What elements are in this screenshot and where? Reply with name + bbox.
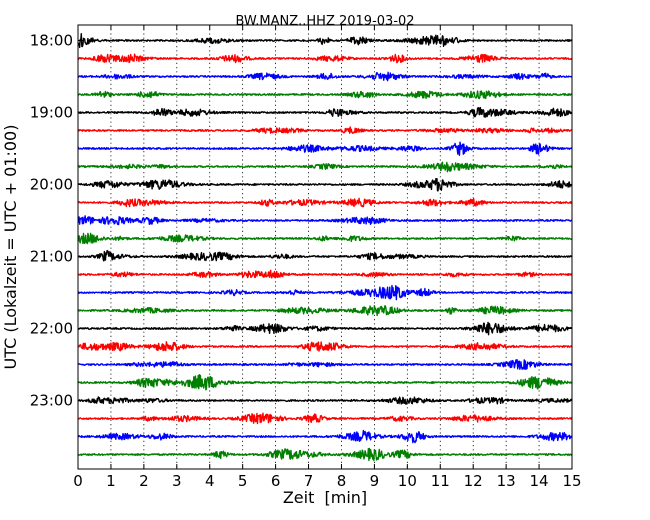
x-tick-label: 14 [530, 472, 549, 490]
trace-2000 [77, 178, 573, 192]
trace-1945 [77, 161, 573, 173]
x-axis-label: Zeit [min] [283, 488, 367, 507]
trace-1845 [77, 90, 573, 100]
x-tick-label: 4 [205, 472, 215, 490]
y-tick-label: 18:00 [30, 32, 73, 50]
trace-2200 [77, 321, 573, 336]
trace-1930 [77, 141, 573, 157]
trace-1815 [77, 53, 573, 64]
y-tick-label: 21:00 [30, 248, 73, 266]
seismogram-traces [77, 33, 573, 462]
trace-2215 [77, 341, 573, 352]
x-tick-label: 12 [464, 472, 483, 490]
trace-2030 [77, 215, 573, 226]
x-tick-label: 0 [73, 472, 83, 490]
x-tick-label: 7 [304, 472, 314, 490]
trace-1830 [77, 71, 573, 82]
trace-2230 [77, 359, 573, 370]
x-tick-label: 15 [562, 472, 581, 490]
vertical-grid [110, 25, 540, 469]
chart-title: BW.MANZ..HHZ 2019-03-02 [235, 14, 414, 29]
trace-2015 [77, 197, 573, 208]
y-tick-label: 22:00 [30, 320, 73, 338]
trace-2100 [77, 249, 573, 262]
x-tick-label: 13 [497, 472, 516, 490]
trace-2330 [77, 429, 573, 444]
trace-2045 [77, 232, 573, 245]
y-tick-label: 19:00 [30, 104, 73, 122]
x-tick-label: 1 [106, 472, 116, 490]
x-tick-label: 11 [431, 472, 450, 490]
x-tick-label: 10 [398, 472, 417, 490]
y-axis-label: UTC (Lokalzeit = UTC + 01:00) [1, 125, 20, 370]
trace-1800 [77, 33, 573, 49]
trace-2130 [77, 284, 573, 301]
trace-2300 [77, 396, 573, 405]
trace-2245 [77, 374, 573, 391]
y-tick-label: 23:00 [30, 392, 73, 410]
plot-frame [77, 24, 573, 470]
trace-1900 [77, 106, 573, 118]
x-tick-label: 3 [172, 472, 182, 490]
trace-2145 [77, 304, 573, 317]
trace-2315 [77, 412, 573, 425]
x-tick-label: 5 [238, 472, 248, 490]
trace-1915 [77, 126, 573, 134]
x-tick-label: 6 [271, 472, 281, 490]
y-tick-label: 20:00 [30, 176, 73, 194]
trace-2115 [77, 269, 573, 279]
x-axis-ticks: 0 1 2 3 4 5 6 7 8 9 10 11 12 13 14 15 [73, 25, 582, 490]
trace-2345 [77, 447, 573, 462]
y-axis-ticks: 18:00 19:00 20:00 21:00 22:00 23:00 [30, 32, 572, 410]
x-tick-label: 9 [370, 472, 380, 490]
x-tick-label: 8 [337, 472, 347, 490]
x-tick-label: 2 [139, 472, 149, 490]
